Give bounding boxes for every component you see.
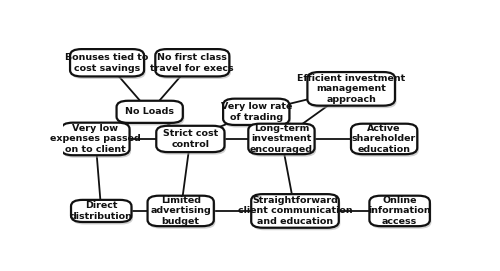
- Text: Efficient investment
management
approach: Efficient investment management approach: [297, 74, 406, 104]
- FancyBboxPatch shape: [72, 202, 133, 224]
- FancyBboxPatch shape: [63, 125, 131, 158]
- Text: Active
shareholder
education: Active shareholder education: [352, 124, 416, 154]
- FancyBboxPatch shape: [370, 196, 430, 226]
- FancyBboxPatch shape: [149, 198, 216, 229]
- FancyBboxPatch shape: [70, 49, 144, 76]
- Text: Long-term
investment
encouraged: Long-term investment encouraged: [250, 124, 313, 154]
- Text: Very low
expenses passed
on to client: Very low expenses passed on to client: [50, 124, 141, 154]
- FancyBboxPatch shape: [371, 198, 432, 229]
- FancyBboxPatch shape: [308, 72, 395, 106]
- Text: Strict cost
control: Strict cost control: [163, 129, 218, 149]
- FancyBboxPatch shape: [250, 126, 316, 157]
- FancyBboxPatch shape: [309, 75, 396, 108]
- Text: Direct
distribution: Direct distribution: [70, 201, 132, 221]
- FancyBboxPatch shape: [251, 194, 339, 228]
- Text: Very low rate
of trading: Very low rate of trading: [220, 102, 292, 122]
- FancyBboxPatch shape: [158, 128, 226, 154]
- FancyBboxPatch shape: [223, 99, 290, 125]
- Text: No Loads: No Loads: [125, 107, 174, 116]
- FancyBboxPatch shape: [156, 49, 230, 76]
- FancyBboxPatch shape: [116, 101, 183, 123]
- FancyBboxPatch shape: [71, 200, 132, 222]
- FancyBboxPatch shape: [118, 103, 184, 125]
- FancyBboxPatch shape: [157, 51, 231, 79]
- Text: Bonuses tied to
cost savings: Bonuses tied to cost savings: [66, 53, 149, 73]
- Text: Limited
advertising
budget: Limited advertising budget: [150, 196, 211, 226]
- FancyBboxPatch shape: [253, 197, 340, 230]
- FancyBboxPatch shape: [248, 124, 314, 154]
- Text: No first class
travel for execs: No first class travel for execs: [150, 53, 234, 73]
- FancyBboxPatch shape: [62, 123, 130, 155]
- FancyBboxPatch shape: [351, 124, 418, 154]
- FancyBboxPatch shape: [148, 196, 214, 226]
- FancyBboxPatch shape: [224, 101, 291, 127]
- FancyBboxPatch shape: [72, 51, 146, 79]
- FancyBboxPatch shape: [156, 126, 224, 152]
- Text: Online
information
access: Online information access: [368, 196, 431, 226]
- Text: Straightforward
client communication
and education: Straightforward client communication and…: [238, 196, 352, 226]
- FancyBboxPatch shape: [352, 126, 419, 157]
